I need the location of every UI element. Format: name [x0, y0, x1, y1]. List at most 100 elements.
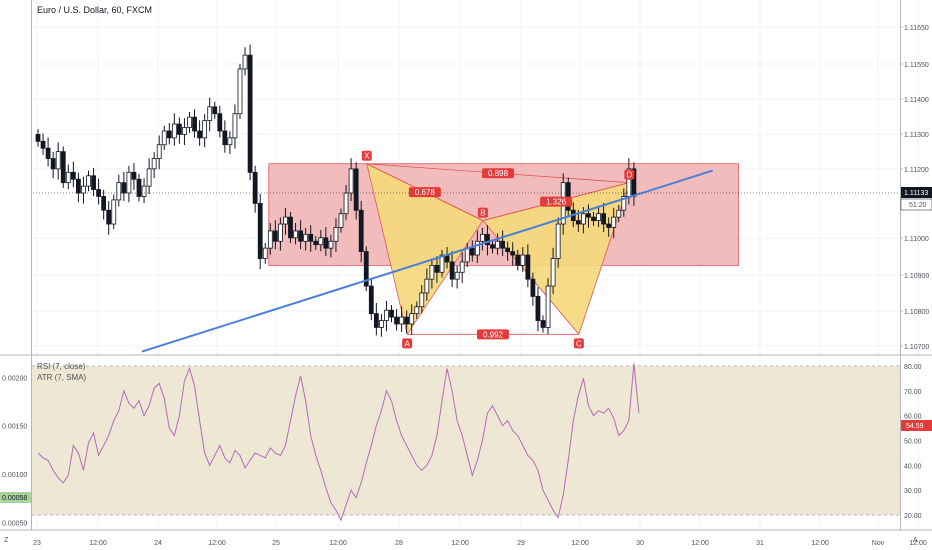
- rsi-tick-label: 30.00: [904, 488, 922, 495]
- timezone-icon[interactable]: Z: [4, 537, 9, 544]
- candle-body: [91, 175, 96, 190]
- candle-body: [358, 209, 364, 253]
- candle-body: [106, 209, 112, 225]
- trendline[interactable]: [141, 169, 714, 353]
- candle-body: [111, 199, 117, 225]
- atr-tick-label: 0.00050: [2, 520, 27, 527]
- candle-body: [424, 278, 430, 294]
- atr-legend[interactable]: ATR (7, SMA): [37, 373, 87, 382]
- candle-body: [394, 316, 399, 325]
- candle-body: [333, 227, 339, 242]
- candle-body: [515, 254, 521, 266]
- atr-tick-label: 0.00100: [2, 472, 27, 479]
- price-tick-label: 1.10900: [904, 273, 929, 280]
- time-tick-label: 29: [517, 540, 525, 547]
- candle-body: [530, 278, 536, 297]
- rsi-tick-label: 20.00: [904, 513, 922, 520]
- time-tick-label: 25: [272, 540, 280, 547]
- candle-body: [485, 233, 490, 246]
- price-tick-label: 1.11650: [904, 25, 929, 32]
- candle-body: [308, 233, 314, 242]
- candle-body: [293, 230, 298, 239]
- candle-body: [86, 175, 91, 187]
- atr-value: 0.00058: [2, 495, 27, 502]
- candle-body: [389, 309, 394, 318]
- countdown-value: 51:20: [909, 202, 927, 209]
- candle-body: [318, 237, 324, 246]
- candle-body: [409, 313, 415, 325]
- rsi-axis[interactable]: 80.00 70.00 60.00 50.00 40.00 30.00 20.00: [904, 364, 922, 520]
- rsi-legend[interactable]: RSI (7, close): [37, 362, 86, 371]
- candle-body: [419, 292, 425, 308]
- symbol-title: Euro / U.S. Dollar, 60, FXCM: [37, 5, 153, 15]
- candle-body: [449, 261, 455, 280]
- candle-body: [35, 134, 41, 142]
- candle-body: [70, 171, 76, 180]
- candle-body: [611, 216, 617, 228]
- candle-body: [343, 192, 349, 215]
- candle-body: [479, 233, 485, 242]
- candle-body: [550, 258, 556, 287]
- candle-body: [606, 223, 612, 228]
- candle-body: [323, 237, 329, 249]
- candle-body: [252, 171, 258, 204]
- candle-body: [439, 254, 445, 273]
- rsi-tick-label: 50.00: [904, 439, 922, 446]
- candle-body: [232, 113, 238, 139]
- candle-body: [237, 68, 243, 115]
- candle-body: [202, 120, 208, 139]
- candle-body: [621, 196, 627, 211]
- time-axis[interactable]: 23 12:00 24 12:00 25 12:00 28 12:00 29 12:00 30 12:…: [33, 540, 927, 547]
- rsi-line: [37, 363, 640, 522]
- atr-value-badge: 0.00058: [0, 492, 31, 503]
- atr-axis[interactable]: 0.00200 0.00150 0.00100 0.00050: [2, 375, 27, 527]
- candle-body: [535, 296, 541, 321]
- pattern-point-a: A: [404, 339, 410, 348]
- candle-body: [464, 247, 470, 263]
- candle-body: [565, 182, 571, 211]
- candle-body: [540, 320, 546, 328]
- time-tick-label: 12:00: [571, 540, 589, 547]
- ratio-label-bg: [482, 168, 515, 179]
- candle-body: [586, 213, 591, 218]
- ratio-label: 0.898: [488, 169, 509, 178]
- candle-body: [171, 123, 177, 139]
- rsi-tick-label: 80.00: [904, 364, 922, 371]
- ratio-label: 0.992: [483, 330, 504, 339]
- candle-body: [207, 106, 213, 122]
- candle-body: [459, 261, 465, 273]
- candle-body: [222, 130, 228, 146]
- ratio-label-bg: [540, 196, 573, 207]
- candle-body: [262, 247, 268, 259]
- candle-body: [247, 54, 253, 173]
- candle-body: [288, 216, 293, 239]
- candle-body: [267, 230, 273, 249]
- candle-body: [257, 202, 263, 259]
- candle-body: [141, 185, 147, 197]
- price-axis[interactable]: 1.11650 1.11550 1.11400 1.11300 1.11200 1.110…: [900, 25, 929, 351]
- candle-body: [338, 213, 344, 228]
- candle-body: [575, 220, 581, 225]
- candle-body: [272, 230, 278, 242]
- candle-body: [591, 216, 596, 221]
- time-tick-label: 12:00: [329, 540, 347, 547]
- time-tick-label: 28: [395, 540, 403, 547]
- rsi-tick-label: 60.00: [904, 414, 922, 421]
- price-tick-label: 1.11550: [904, 62, 929, 69]
- candle-body: [217, 113, 223, 132]
- candle-body: [434, 264, 440, 273]
- candle-body: [348, 168, 354, 194]
- candle-body: [313, 240, 319, 246]
- atr-tick-label: 0.00200: [2, 375, 27, 382]
- candle-body: [192, 116, 197, 132]
- candle-body: [500, 240, 506, 249]
- time-tick-label: 12:00: [909, 540, 927, 547]
- candle-body: [545, 285, 551, 328]
- atr-tick-label: 0.00150: [2, 424, 27, 431]
- auto-scale-icon[interactable]: A: [913, 537, 918, 544]
- time-tick-label: 30: [636, 540, 644, 547]
- rsi-value: 54.59: [906, 423, 924, 430]
- pattern-point-c-bg: [573, 338, 584, 349]
- candle-body: [65, 171, 71, 184]
